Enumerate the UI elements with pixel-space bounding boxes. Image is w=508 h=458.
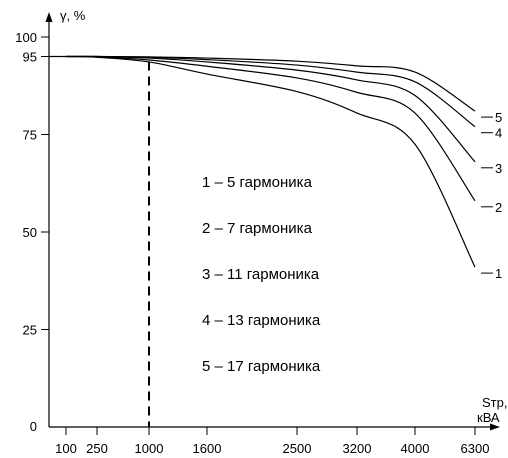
y-axis-title: γ, % <box>60 8 86 23</box>
y-tick-label: 0 <box>30 419 37 434</box>
x-tick-label: 1000 <box>135 441 164 456</box>
x-tick-label: 100 <box>55 441 77 456</box>
x-tick-label: 3200 <box>343 441 372 456</box>
legend-entry-4: 4 – 13 гармоника <box>202 312 321 329</box>
y-tick-label: 25 <box>23 323 37 338</box>
series-label-2: 2 <box>495 200 502 215</box>
y-tick-label: 95 <box>23 50 37 65</box>
series-line-5 <box>65 55 476 112</box>
series-label-5: 5 <box>495 110 502 125</box>
legend-entry-3: 3 – 11 гармоника <box>202 266 320 283</box>
y-axis-arrow <box>45 12 53 22</box>
legend-entry-2: 2 – 7 гармоника <box>202 220 313 237</box>
ticks: 0 25 50 75 95 100 100 250 1000 1600 2500 3200 4000 63… <box>15 30 489 456</box>
x-axis-title-line2: кВА <box>477 410 500 425</box>
legend-entry-1: 1 – 5 гармоника <box>202 174 313 191</box>
x-tick-label: 2500 <box>283 441 312 456</box>
y-tick-label: 75 <box>23 128 37 143</box>
x-tick-label: 1600 <box>193 441 222 456</box>
y-tick-label: 50 <box>23 225 37 240</box>
series-label-3: 3 <box>495 161 502 176</box>
x-tick-label: 250 <box>86 441 108 456</box>
x-axis-arrow <box>490 423 500 431</box>
x-tick-label: 4000 <box>401 441 430 456</box>
legend-entry-5: 5 – 17 гармоника <box>202 358 321 375</box>
legend: 1 – 5 гармоника 2 – 7 гармоника 3 – 11 гар… <box>202 174 321 375</box>
series-label-1: 1 <box>495 266 502 281</box>
x-axis-title-line1: Sтр, <box>482 395 507 410</box>
y-tick-label: 100 <box>15 30 37 45</box>
axes: γ, % Sтр,кВА <box>45 8 507 431</box>
series-label-4: 4 <box>495 126 502 141</box>
series-line-2 <box>65 55 476 202</box>
curves: 1 2 3 45 <box>49 55 502 427</box>
x-tick-label: 6300 <box>461 441 490 456</box>
